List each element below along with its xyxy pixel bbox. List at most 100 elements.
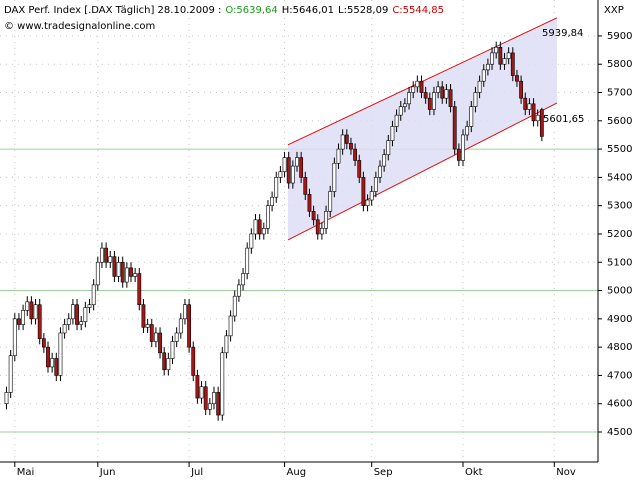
x-tick-label: Nov: [556, 467, 576, 478]
candle-body: [129, 267, 133, 277]
candle-body: [353, 148, 358, 161]
candle-body: [91, 284, 96, 305]
candle-body: [41, 338, 46, 348]
x-tick-label: Sep: [374, 467, 393, 478]
candle-body: [54, 358, 59, 376]
candle-body: [166, 358, 171, 371]
candle-body: [515, 75, 519, 82]
candle-body: [141, 304, 146, 328]
candle-body: [66, 318, 71, 325]
candle-body: [116, 261, 121, 277]
candle-body: [444, 89, 449, 99]
candle-body: [427, 97, 432, 110]
title: DAX Perf. Index [.DAX Täglich] 28.10.200…: [4, 5, 221, 16]
candle-body: [315, 219, 320, 235]
candle-body: [535, 114, 540, 122]
candle-body: [506, 52, 511, 59]
candle-body: [539, 109, 544, 137]
candle-body: [490, 52, 494, 65]
candle-body: [241, 273, 245, 286]
candle-body: [87, 304, 92, 308]
candle-body: [79, 321, 84, 325]
candle-body: [382, 154, 387, 167]
candle-body: [195, 375, 200, 399]
candle-body: [21, 310, 26, 325]
candle-body: [324, 211, 328, 229]
candle-body: [112, 256, 117, 277]
x-tick-label: Jul: [190, 467, 203, 478]
candle-body: [461, 134, 465, 161]
candle-body: [124, 267, 129, 283]
y-tick-label: 5300: [607, 201, 632, 212]
candle-body: [419, 80, 424, 93]
candle-body: [170, 341, 175, 359]
y-tick-label: 4800: [607, 342, 632, 353]
candle-body: [402, 103, 407, 107]
candle-body: [485, 63, 490, 71]
y-tick-label: 4700: [607, 370, 632, 381]
candle-body: [373, 177, 378, 192]
y-tick-label: 5800: [607, 59, 632, 70]
candle-body: [50, 358, 55, 368]
candle-body: [432, 92, 436, 110]
candle-body: [378, 165, 382, 178]
candle-body: [245, 247, 250, 274]
candle-body: [465, 126, 470, 136]
candle-body: [481, 69, 486, 82]
candle-body: [37, 304, 42, 339]
candle-body: [436, 86, 441, 93]
candle-body: [12, 318, 17, 356]
candle-body: [440, 86, 445, 99]
candle-body: [266, 205, 270, 229]
candle-body: [498, 46, 503, 65]
candle-body: [336, 148, 341, 164]
candle-body: [477, 80, 482, 93]
candle-body: [71, 304, 75, 320]
candle-body: [8, 355, 13, 393]
ohlc-label: L:5528,09: [338, 5, 388, 16]
candle-body: [299, 157, 304, 178]
candle-body: [261, 228, 266, 235]
candle-body: [104, 247, 109, 263]
candle-body: [46, 346, 50, 368]
y-tick-label: 5900: [607, 31, 632, 42]
x-tick-label: Okt: [465, 467, 483, 478]
y-tick-label: 5500: [607, 144, 632, 155]
candle-body: [303, 177, 308, 195]
candle-body: [349, 143, 353, 150]
candle-body: [249, 233, 254, 249]
candle-body: [523, 97, 528, 110]
y-tick-label: 4600: [607, 399, 632, 410]
ohlc-label: O:5639,64: [225, 5, 277, 16]
ohlc-label: H:5646,01: [282, 5, 334, 16]
channel-label: 5939,84: [542, 28, 583, 39]
candle-body: [75, 304, 79, 325]
candle-body: [365, 199, 370, 206]
candle-body: [456, 148, 461, 161]
candle-body: [220, 352, 225, 416]
y-tick-label: 5600: [607, 116, 632, 127]
y-tick-label: 5400: [607, 172, 632, 183]
candle-body: [519, 80, 524, 99]
candle-body: [149, 324, 154, 342]
candle-body: [270, 196, 275, 206]
candle-body: [4, 392, 9, 405]
x-tick-label: Jun: [99, 467, 116, 478]
candle-body: [257, 219, 262, 235]
channel-lower: [287, 102, 558, 241]
candle-body: [469, 106, 474, 127]
candle-body: [369, 191, 374, 201]
candle-body: [407, 92, 411, 105]
candle-body: [531, 103, 536, 122]
plot-area: 5939,84 5601,65: [0, 0, 598, 462]
axis-label: XXP: [604, 5, 624, 16]
candle-body: [394, 114, 399, 127]
candle-body: [17, 318, 21, 325]
y-tick-label: 5200: [607, 229, 632, 240]
candle-body: [228, 315, 233, 337]
candle-body: [237, 284, 241, 297]
candle-body: [33, 304, 38, 320]
y-tick-label: 5000: [607, 286, 632, 297]
candle-body: [174, 332, 179, 342]
candle-body: [319, 228, 324, 235]
